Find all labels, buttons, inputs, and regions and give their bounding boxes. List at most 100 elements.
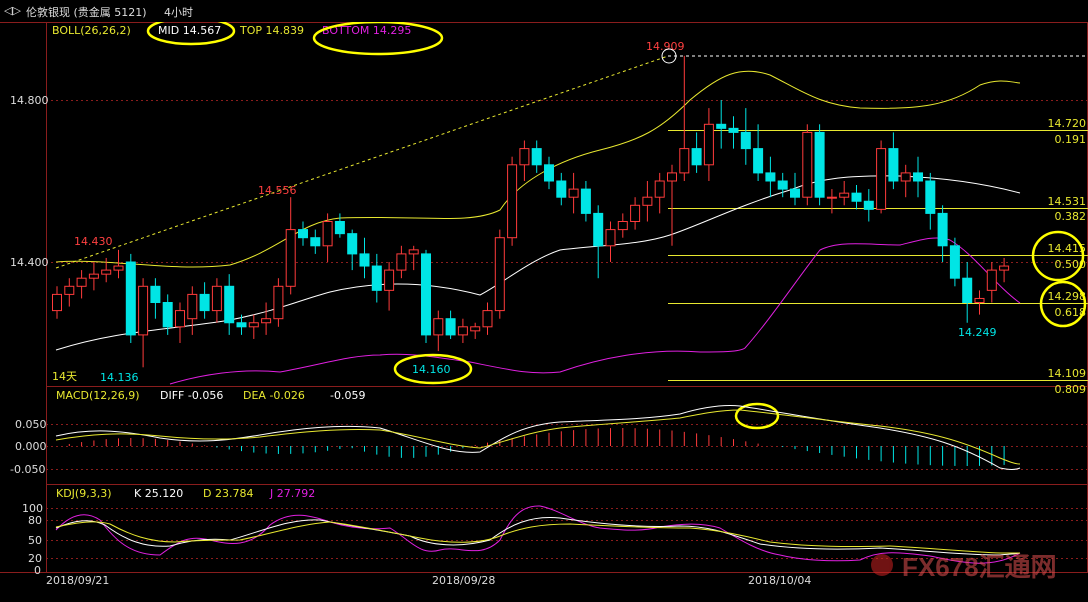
y-tick-label: 14.400 xyxy=(10,256,49,269)
boll-mid-line xyxy=(55,175,1021,351)
candle-body xyxy=(248,322,259,328)
candle-body xyxy=(703,123,714,166)
candle-body xyxy=(962,277,973,304)
peak-label: 14.909 xyxy=(646,40,685,53)
candle-body xyxy=(359,253,370,267)
kdj-k: K 25.120 xyxy=(134,487,183,500)
x-tick-label: 2018/09/28 xyxy=(432,574,495,587)
period-selector[interactable]: 4小时 xyxy=(164,6,193,19)
candle-body xyxy=(888,148,899,182)
candle-body xyxy=(334,221,345,235)
candle-body xyxy=(199,293,210,312)
candle-body xyxy=(421,253,431,336)
candle-body xyxy=(986,269,997,291)
x-tick-label: 2018/09/21 xyxy=(46,574,109,587)
boll-bands xyxy=(55,70,1021,385)
boll-mid-value: MID 14.567 xyxy=(158,24,221,37)
kdj-d-line xyxy=(55,521,1020,554)
macd-name: MACD(12,26,9) xyxy=(56,389,140,402)
grid-lines xyxy=(46,100,1088,559)
candle-body xyxy=(273,285,284,320)
kdj-header: KDJ(9,3,3) K 25.120 D 23.784 J 27.792 xyxy=(56,487,315,500)
candle-body xyxy=(507,164,518,239)
y-axis-labels: 14.800 14.400 0.050 0.000 -0.050 100 80 … xyxy=(10,94,49,577)
candle-body xyxy=(949,245,960,279)
fib-price: 14.415 xyxy=(1048,242,1087,255)
candle-body xyxy=(457,326,468,336)
candle-body xyxy=(470,326,481,332)
macd-diff-line xyxy=(55,405,1021,470)
trend-lines xyxy=(55,55,1088,269)
candle-body xyxy=(531,148,542,166)
candle-body xyxy=(64,285,75,295)
fib-price: 14.720 xyxy=(1048,117,1087,130)
candle-body xyxy=(236,322,247,328)
candle-body xyxy=(913,172,923,182)
low-label: 14.249 xyxy=(958,326,997,339)
y-tick-label: 0 xyxy=(34,564,41,577)
y-tick-label: 0.050 xyxy=(15,418,47,431)
candle-body xyxy=(150,285,161,303)
candle-body xyxy=(925,180,936,214)
macd-dea: DEA -0.026 xyxy=(243,389,305,402)
boll-name: BOLL(26,26,2) xyxy=(52,24,131,37)
y-tick-label: -0.050 xyxy=(10,463,45,476)
candle-body xyxy=(826,196,837,199)
candle-body xyxy=(482,310,493,328)
candle-body xyxy=(175,310,185,328)
boll-top-line xyxy=(55,70,1021,268)
macd-dea-line xyxy=(55,409,1021,465)
candle-body xyxy=(396,253,407,271)
candle-body xyxy=(753,148,764,174)
low-label: 14.160 xyxy=(412,363,451,376)
chart-area[interactable]: 14.800 14.400 0.050 0.000 -0.050 100 80 … xyxy=(0,22,1088,602)
macd-diff: DIFF -0.056 xyxy=(160,389,223,402)
candle-body xyxy=(580,188,591,214)
candle-body xyxy=(52,293,62,312)
candle-body xyxy=(691,148,702,166)
kdj-j: J 27.792 xyxy=(269,487,315,500)
high-label: 14.430 xyxy=(74,235,113,248)
low-label: 14.136 xyxy=(100,371,139,384)
candle-body xyxy=(974,297,985,304)
fib-price: 14.531 xyxy=(1048,195,1087,208)
candle-body xyxy=(740,131,751,150)
watermark-text: FX678汇通网 xyxy=(902,552,1057,582)
y-tick-label: 100 xyxy=(22,502,43,515)
fib-price: 14.109 xyxy=(1048,367,1087,380)
window-title: 伦敦银现 (贵金属 5121) xyxy=(26,6,147,19)
candle-body xyxy=(605,229,616,247)
candlestick-series xyxy=(52,55,1010,368)
candle-body xyxy=(728,127,739,133)
y-tick-label: 50 xyxy=(28,534,42,547)
candle-body xyxy=(519,148,530,166)
watermark-logo-icon xyxy=(871,554,893,576)
fib-ratio: 0.618 xyxy=(1055,306,1087,319)
candle-body xyxy=(408,249,419,255)
nav-arrows-icon[interactable]: ◁▷ xyxy=(4,4,21,17)
candle-body xyxy=(298,229,308,239)
candle-body xyxy=(937,212,948,247)
candle-body xyxy=(285,229,296,287)
candle-body xyxy=(261,318,272,324)
fib-price: 14.298 xyxy=(1048,290,1087,303)
candle-body xyxy=(433,318,444,336)
boll-top-value: TOP 14.839 xyxy=(239,24,304,37)
fib-ratio: 0.191 xyxy=(1055,133,1087,146)
candle-body xyxy=(76,277,87,287)
candle-body xyxy=(593,212,604,247)
macd-header: MACD(12,26,9) DIFF -0.056 DEA -0.026 -0.… xyxy=(56,389,365,402)
candle-body xyxy=(347,233,358,255)
candle-body xyxy=(384,269,395,291)
boll-header: BOLL(26,26,2) MID 14.567 TOP 14.839 BOTT… xyxy=(52,24,411,37)
y-tick-label: 20 xyxy=(28,552,42,565)
candle-body xyxy=(125,261,136,336)
y-tick-label: 14.800 xyxy=(10,94,49,107)
candle-body xyxy=(88,273,99,279)
candle-body xyxy=(654,180,665,198)
boll-bottom-value: BOTTOM 14.295 xyxy=(322,24,411,37)
candle-body xyxy=(187,293,198,320)
candle-body xyxy=(863,200,874,210)
price-annotations: 14.909 14.556 14.430 14.136 14.160 14.24… xyxy=(52,40,997,384)
fib-ratio: 0.809 xyxy=(1055,383,1087,396)
